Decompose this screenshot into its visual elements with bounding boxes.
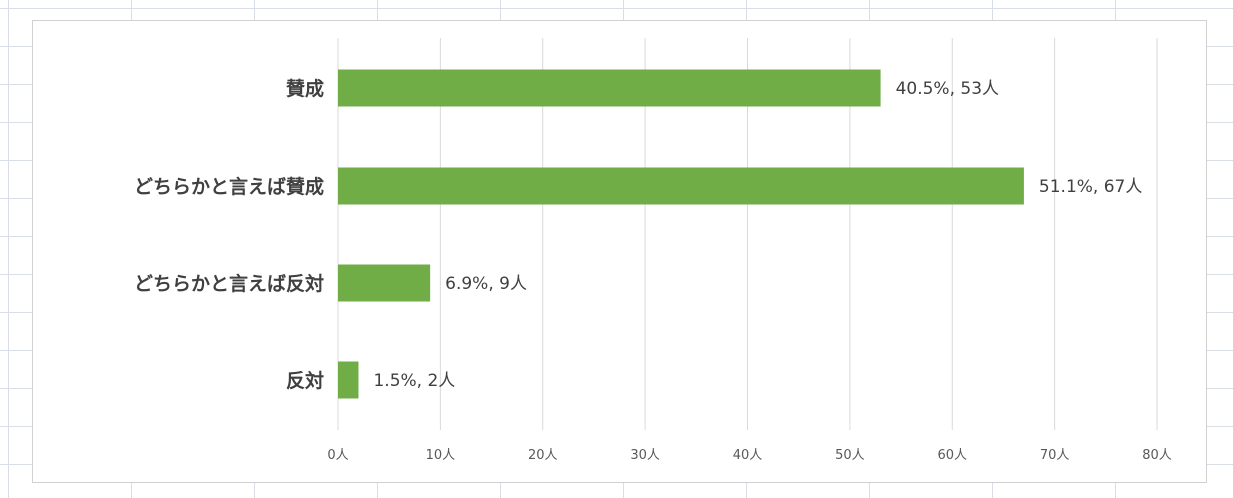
x-tick-label: 50人 (835, 448, 865, 463)
data-label: 40.5%, 53人 (896, 79, 999, 99)
bar[interactable] (338, 69, 881, 107)
x-tick-label: 0人 (327, 448, 348, 463)
data-label: 6.9%, 9人 (445, 274, 527, 294)
bar[interactable] (338, 361, 359, 399)
category-label: 反対 (286, 369, 324, 392)
x-tick-label: 80人 (1142, 448, 1172, 463)
x-tick-label: 60人 (937, 448, 967, 463)
data-label: 1.5%, 2人 (373, 371, 455, 391)
category-label: どちらかと言えば賛成 (134, 175, 324, 198)
category-label: どちらかと言えば反対 (134, 272, 324, 295)
bar[interactable] (338, 264, 431, 302)
x-tick-label: 70人 (1040, 448, 1070, 463)
x-tick-label: 40人 (733, 448, 763, 463)
category-label: 賛成 (286, 77, 324, 100)
x-tick-label: 30人 (630, 448, 660, 463)
data-label: 51.1%, 67人 (1039, 177, 1142, 197)
bar[interactable] (338, 167, 1024, 205)
x-tick-label: 20人 (528, 448, 558, 463)
x-tick-label: 10人 (426, 448, 456, 463)
